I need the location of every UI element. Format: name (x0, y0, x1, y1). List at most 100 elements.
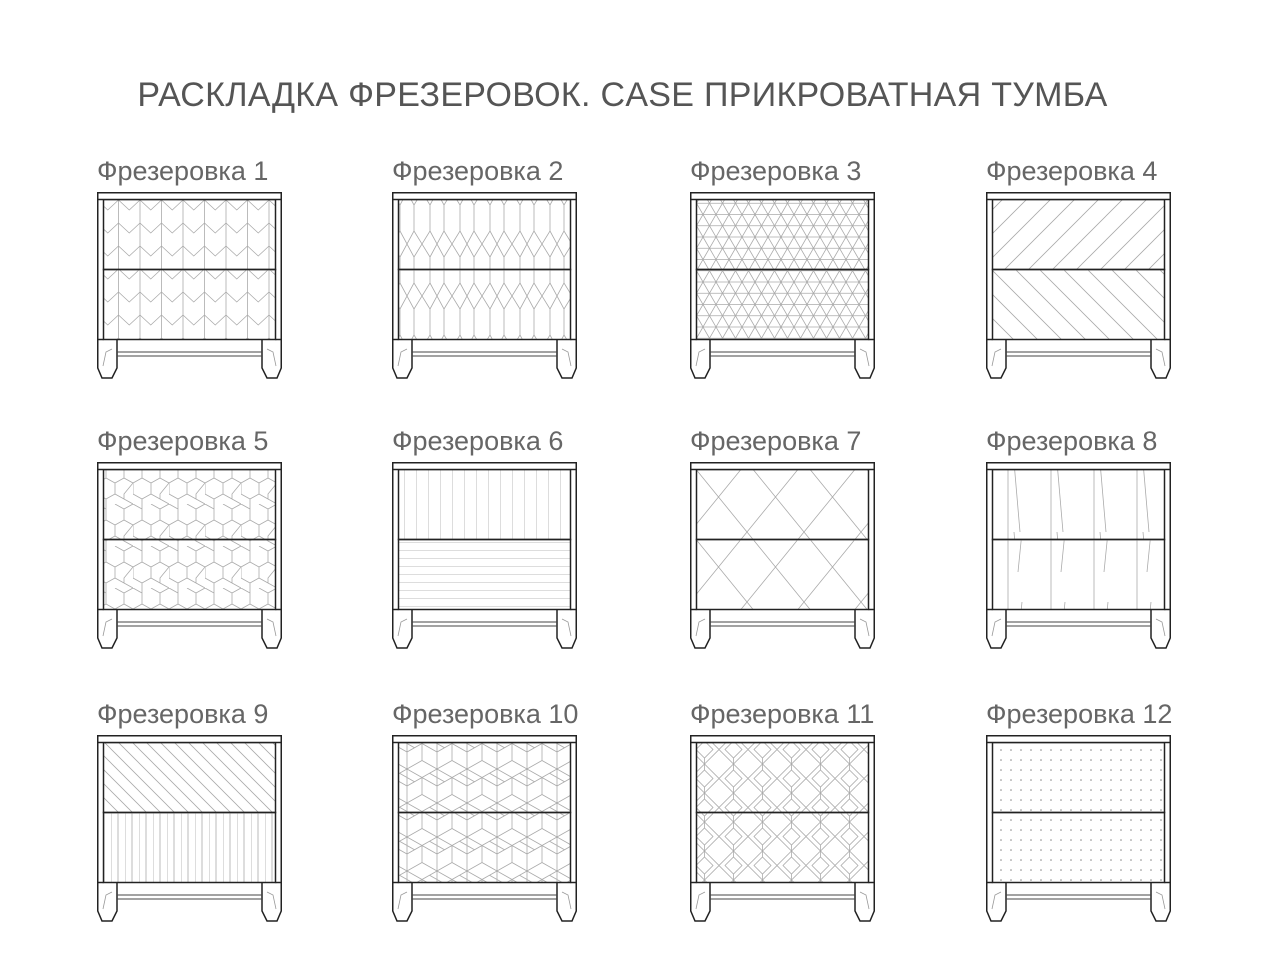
cabinet-top-board (986, 462, 1171, 471)
cabinet-side-left (392, 469, 399, 611)
drawer-bottom (397, 538, 572, 611)
pattern-item: Фрезеровка 5 (97, 426, 357, 676)
pattern-item: Фрезеровка 2 (392, 156, 652, 406)
cabinet-leg-right (854, 609, 875, 649)
drawer-bottom (991, 538, 1166, 611)
cabinet-leg-left (97, 339, 118, 379)
drawer-bottom (695, 268, 870, 341)
cabinet-side-left (392, 199, 399, 341)
pattern-item: Фрезеровка 8 (986, 426, 1246, 676)
cabinet-top-board (97, 462, 282, 471)
pattern-label: Фрезеровка 8 (986, 426, 1158, 456)
cabinet-drawing (97, 735, 282, 922)
pattern-item: Фрезеровка 7 (690, 426, 950, 676)
cabinet-stretcher (412, 894, 557, 900)
cabinet-side-left (986, 742, 993, 884)
cabinet-side-left (392, 742, 399, 884)
cabinet-leg-left (97, 882, 118, 922)
cabinet-top-board (690, 462, 875, 471)
cabinet-top-board (986, 735, 1171, 744)
pattern-label: Фрезеровка 10 (392, 699, 579, 729)
cabinet-stretcher (710, 351, 855, 357)
cabinet-drawing (690, 735, 875, 922)
cabinet-stretcher (710, 621, 855, 627)
cabinet-leg-right (556, 882, 577, 922)
drawer-bottom (102, 538, 277, 611)
cabinet-stretcher (117, 351, 262, 357)
cabinet-side-right (275, 199, 282, 341)
cabinet-side-left (986, 199, 993, 341)
drawer-top (695, 468, 870, 541)
pattern-item: Фрезеровка 4 (986, 156, 1246, 406)
drawer-bottom (695, 538, 870, 611)
drawer-top (695, 198, 870, 271)
drawer-bottom (102, 811, 277, 884)
cabinet-top-board (986, 192, 1171, 201)
cabinet-stretcher (117, 621, 262, 627)
drawer-bottom (397, 811, 572, 884)
cabinet-stretcher (1006, 351, 1151, 357)
cabinet-top-board (392, 462, 577, 471)
cabinet-leg-left (392, 339, 413, 379)
cabinet-leg-left (690, 882, 711, 922)
cabinet-side-right (1164, 199, 1171, 341)
cabinet-stretcher (412, 351, 557, 357)
pattern-item: Фрезеровка 12 (986, 699, 1246, 949)
pattern-label: Фрезеровка 2 (392, 156, 564, 186)
pattern-item: Фрезеровка 6 (392, 426, 652, 676)
cabinet-leg-left (392, 609, 413, 649)
pattern-label: Фрезеровка 7 (690, 426, 862, 456)
drawer-top (397, 198, 572, 271)
cabinet-side-right (1164, 742, 1171, 884)
cabinet-drawing (392, 192, 577, 379)
cabinet-top-board (392, 735, 577, 744)
cabinet-leg-right (556, 339, 577, 379)
drawer-bottom (102, 268, 277, 341)
cabinet-side-left (690, 742, 697, 884)
cabinet-leg-right (261, 339, 282, 379)
cabinet-side-left (97, 199, 104, 341)
drawer-top (991, 741, 1166, 814)
pattern-label: Фрезеровка 4 (986, 156, 1158, 186)
cabinet-stretcher (710, 894, 855, 900)
cabinet-drawing (97, 462, 282, 649)
drawer-top (102, 468, 277, 541)
pattern-label: Фрезеровка 11 (690, 699, 875, 729)
cabinet-leg-left (986, 609, 1007, 649)
cabinet-side-left (97, 742, 104, 884)
cabinet-side-right (570, 742, 577, 884)
cabinet-leg-right (1150, 609, 1171, 649)
cabinet-leg-left (690, 609, 711, 649)
cabinet-side-right (570, 199, 577, 341)
drawer-top (102, 741, 277, 814)
pattern-item: Фрезеровка 1 (97, 156, 357, 406)
pattern-item: Фрезеровка 9 (97, 699, 357, 949)
pattern-label: Фрезеровка 9 (97, 699, 269, 729)
cabinet-leg-left (690, 339, 711, 379)
cabinet-top-board (690, 735, 875, 744)
pattern-item: Фрезеровка 10 (392, 699, 652, 949)
drawer-top (102, 198, 277, 271)
drawer-top (991, 198, 1166, 271)
page-title: РАСКЛАДКА ФРЕЗЕРОВОК. CASE ПРИКРОВАТНАЯ … (137, 76, 1108, 114)
cabinet-side-left (690, 469, 697, 611)
drawer-bottom (695, 811, 870, 884)
cabinet-leg-right (854, 882, 875, 922)
cabinet-leg-left (97, 609, 118, 649)
cabinet-side-right (868, 199, 875, 341)
cabinet-leg-right (854, 339, 875, 379)
cabinet-stretcher (1006, 621, 1151, 627)
cabinet-side-right (275, 469, 282, 611)
cabinet-leg-left (392, 882, 413, 922)
drawer-top (991, 468, 1166, 541)
cabinet-top-board (97, 192, 282, 201)
cabinet-top-board (392, 192, 577, 201)
drawer-top (397, 468, 572, 541)
cabinet-leg-right (1150, 339, 1171, 379)
pattern-label: Фрезеровка 5 (97, 426, 269, 456)
cabinet-drawing (392, 735, 577, 922)
cabinet-drawing (97, 192, 282, 379)
pattern-label: Фрезеровка 3 (690, 156, 862, 186)
cabinet-top-board (97, 735, 282, 744)
cabinet-leg-right (1150, 882, 1171, 922)
